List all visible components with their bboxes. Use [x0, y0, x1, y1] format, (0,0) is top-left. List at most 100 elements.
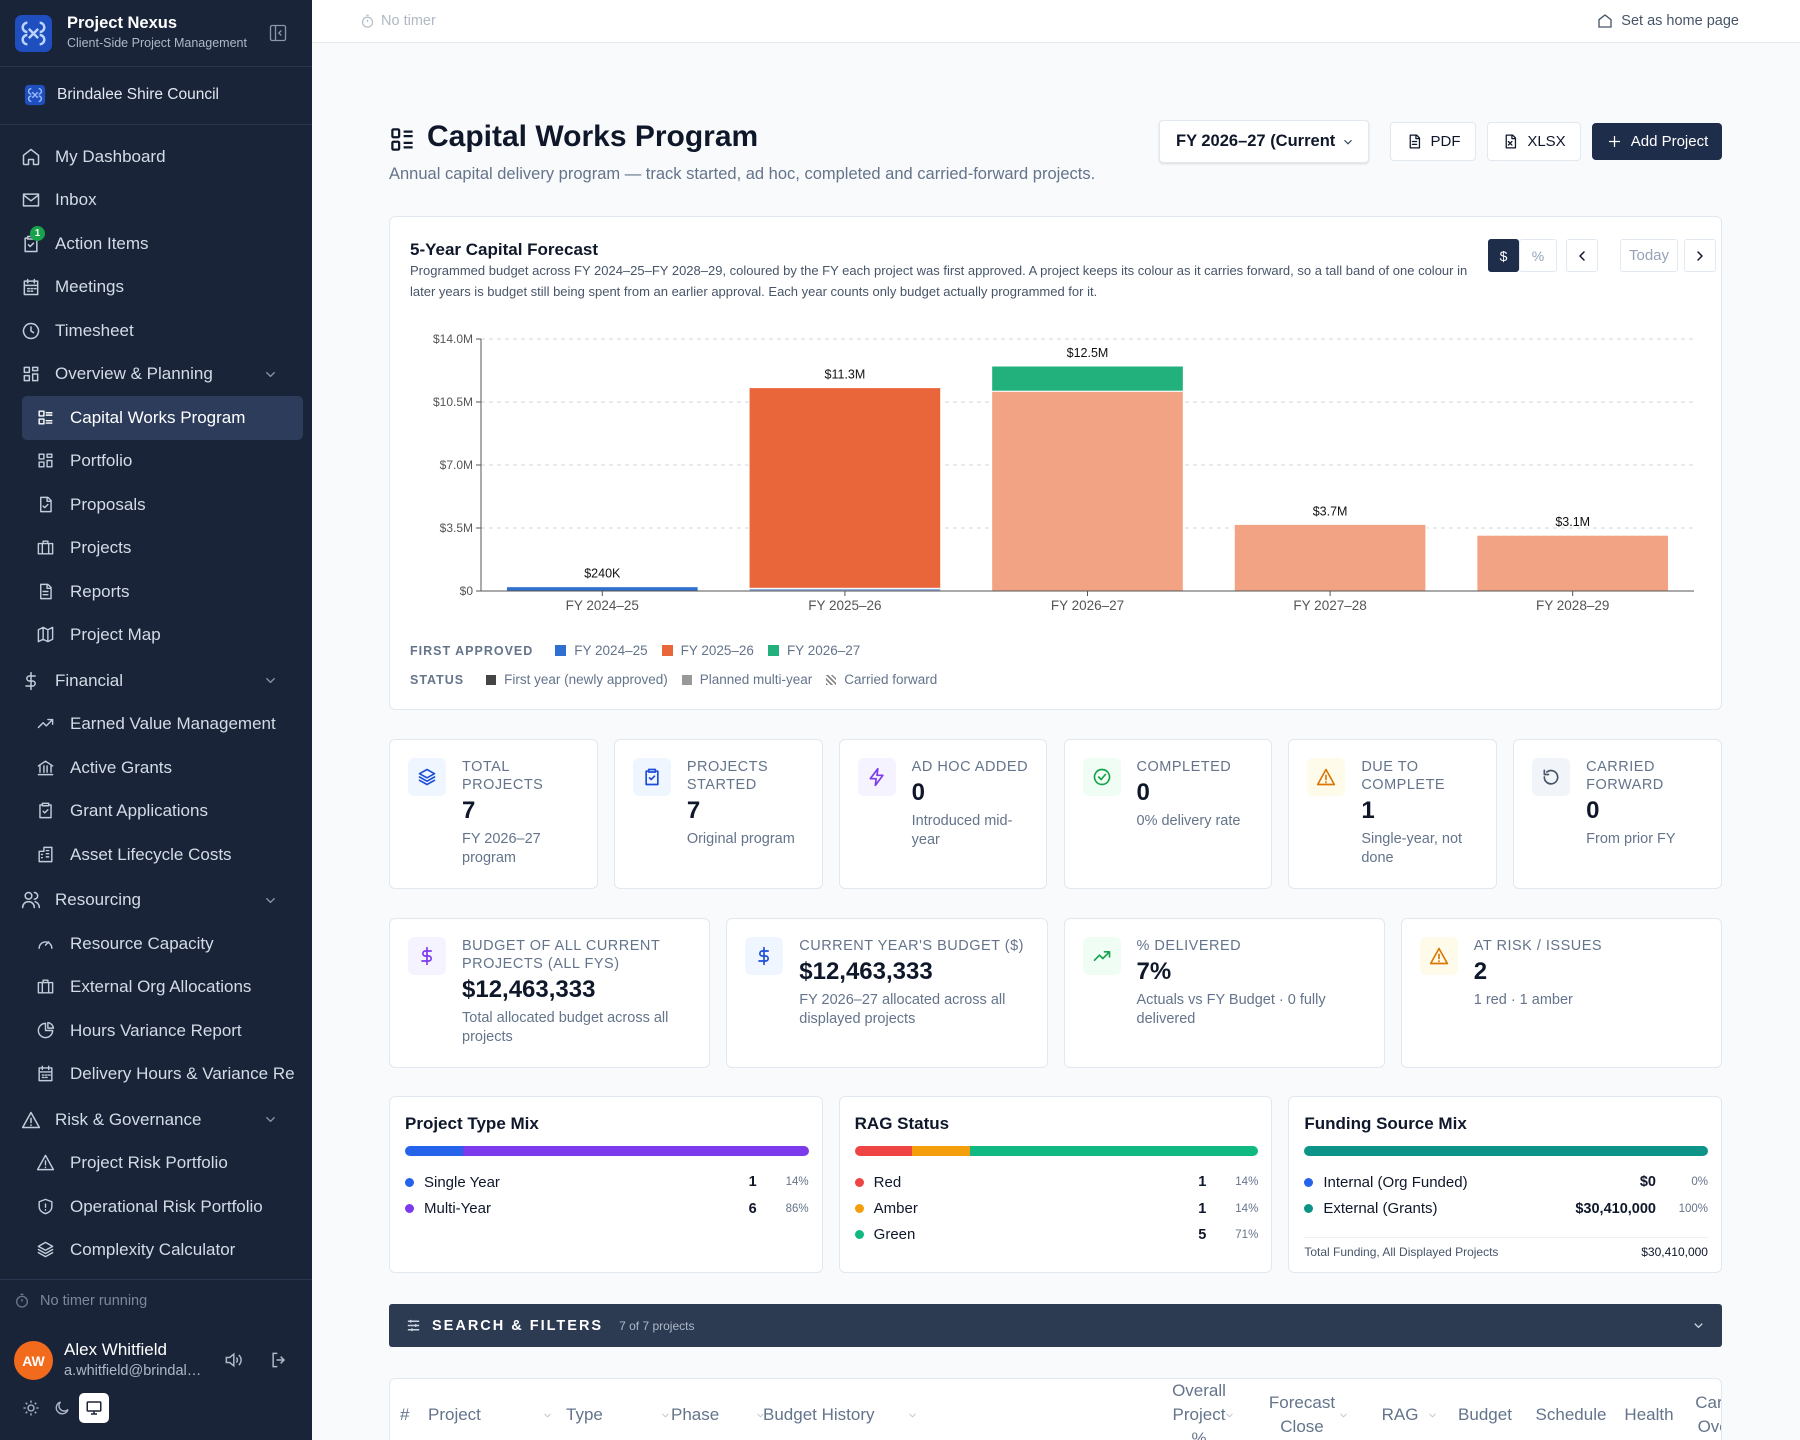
org-name[interactable]: Brindalee Shire Council [57, 86, 219, 103]
icon [869, 767, 884, 787]
nav-item[interactable]: Portfolio [22, 440, 303, 484]
projects-table: # Project Type Phase Budget History Overall P… [389, 1378, 1722, 1440]
icon [421, 946, 432, 966]
nav-label: Inbox [55, 190, 97, 210]
mix-row: Amber 1 14% [854, 1195, 1258, 1221]
icon [1409, 134, 1420, 149]
icon [37, 540, 54, 555]
legend-label[interactable]: FY 2026–27 [786, 643, 861, 658]
column-header[interactable]: Overall Project % [1168, 1379, 1250, 1440]
filters-count: 7 of 7 projects [619, 1318, 695, 1333]
chart-control[interactable]: $ [1488, 239, 1519, 272]
nav-item[interactable]: Operational Risk Portfolio [22, 1185, 303, 1229]
bar-segment [505, 586, 699, 592]
nav-item[interactable]: Proposals [22, 483, 303, 527]
dark-theme-button[interactable] [53, 1399, 71, 1417]
nav-item[interactable]: Inbox [0, 179, 312, 223]
icon [37, 760, 54, 776]
icon [37, 626, 54, 643]
nav-item[interactable]: Meetings [0, 266, 312, 310]
icon [1429, 947, 1448, 965]
nav-item[interactable]: External Org Allocations [22, 966, 303, 1010]
nav-item[interactable]: Capital Works Program [22, 396, 303, 440]
icon [36, 1154, 55, 1171]
avatar[interactable]: AW [14, 1341, 53, 1380]
nav-item[interactable]: Reports [22, 570, 303, 614]
header-button-label: XLSX [1527, 133, 1566, 150]
legend-label[interactable]: FY 2024–25 [574, 643, 648, 658]
badge: 1 [30, 225, 45, 241]
icon-path [22, 148, 40, 165]
legend-label[interactable]: FY 2025–26 [680, 643, 754, 658]
divider [0, 124, 312, 125]
set-home-button[interactable]: Set as home page [1597, 13, 1739, 29]
filters-bar[interactable]: SEARCH & FILTERS 7 of 7 projects [389, 1304, 1722, 1347]
column-header[interactable]: Phase [671, 1379, 771, 1440]
nav-group[interactable]: Risk & Governance [0, 1098, 312, 1142]
nav-item[interactable]: Grant Applications [22, 790, 303, 834]
column-header[interactable]: Schedule [1529, 1379, 1613, 1440]
nav-item[interactable]: Timesheet [0, 309, 312, 353]
column-header[interactable]: RAG [1367, 1379, 1453, 1440]
status-label: First year (newly approved) [504, 672, 668, 687]
nav-item[interactable]: 1 Action Items [0, 222, 312, 266]
nav-group[interactable]: Overview & Planning [0, 353, 312, 397]
column-header[interactable]: Carry Over [1686, 1379, 1721, 1440]
collapse-button[interactable] [268, 23, 288, 43]
nav-label: Project Risk Portfolio [70, 1153, 228, 1173]
mix-count: 6 [748, 1200, 757, 1217]
nav-label: Projects [70, 538, 132, 558]
column-header[interactable]: Budget History [763, 1379, 923, 1440]
chart-nav-button[interactable] [1566, 239, 1598, 272]
header-button[interactable]: Add Project [1592, 123, 1722, 160]
fy-select-label: FY 2026–27 (Current [1176, 132, 1336, 150]
icon-path [40, 496, 52, 513]
kpi-note: Introduced mid-year [911, 813, 1013, 848]
column-header[interactable]: Project [428, 1379, 558, 1440]
sound-button[interactable] [223, 1350, 243, 1370]
column-header[interactable]: # [400, 1379, 420, 1440]
chart-control[interactable]: Today [1620, 239, 1678, 272]
nav-item[interactable]: Delivery Hours & Variance Re [22, 1053, 303, 1097]
mix-dot [405, 1177, 414, 1187]
nav-item[interactable]: Asset Lifecycle Costs [22, 833, 303, 877]
nav-item[interactable]: Earned Value Management [22, 703, 303, 747]
mix-share: 14% [785, 1176, 809, 1189]
topbar-timer[interactable]: No timer [381, 13, 436, 29]
icon-path [909, 1413, 916, 1417]
fy-select[interactable]: FY 2026–27 (Current [1159, 120, 1369, 163]
nav-group[interactable]: Financial [0, 659, 312, 703]
nav-label: Earned Value Management [70, 714, 276, 734]
kpi-card: BUDGET OF ALL CURRENT PROJECTS (ALL FYS)… [389, 918, 711, 1068]
status-label: Planned multi-year [699, 672, 813, 687]
nav-item[interactable]: Hours Variance Report [22, 1009, 303, 1053]
column-header[interactable]: Budget [1450, 1379, 1520, 1440]
column-header-label: Overall Project % [1172, 1381, 1226, 1440]
header-button[interactable]: PDF [1390, 122, 1476, 161]
bar-total-label: $3.1M [1555, 515, 1590, 529]
icon-path [1093, 951, 1110, 961]
icon-path [23, 279, 39, 296]
nav-item[interactable]: Projects [22, 527, 303, 571]
nav-item[interactable]: Resource Capacity [22, 922, 303, 966]
column-header[interactable]: Forecast Close [1260, 1379, 1364, 1440]
nav-label: Capital Works Program [70, 407, 246, 427]
logout-button[interactable] [269, 1350, 289, 1370]
kpi-label: TOTAL PROJECTS [462, 759, 544, 793]
system-theme-button[interactable] [79, 1393, 109, 1423]
light-theme-button[interactable] [22, 1399, 40, 1417]
kpi-card: CARRIED FORWARD 0 From prior FY [1513, 739, 1722, 889]
bar-total-label: $3.7M [1313, 504, 1348, 518]
logo-icon [21, 21, 46, 46]
chart-control[interactable]: % [1519, 239, 1557, 272]
column-header[interactable]: Type [566, 1379, 676, 1440]
nav-item[interactable]: My Dashboard [0, 135, 312, 179]
column-header[interactable]: Health [1618, 1379, 1680, 1440]
nav-item[interactable]: Active Grants [22, 746, 303, 790]
nav-item[interactable]: Complexity Calculator [22, 1229, 303, 1273]
chart-nav-button[interactable] [1684, 239, 1716, 272]
header-button[interactable]: XLSX [1487, 122, 1581, 161]
nav-item[interactable]: Project Risk Portfolio [22, 1142, 303, 1186]
nav-item[interactable]: Project Map [22, 614, 303, 658]
nav-group[interactable]: Resourcing [0, 879, 312, 923]
